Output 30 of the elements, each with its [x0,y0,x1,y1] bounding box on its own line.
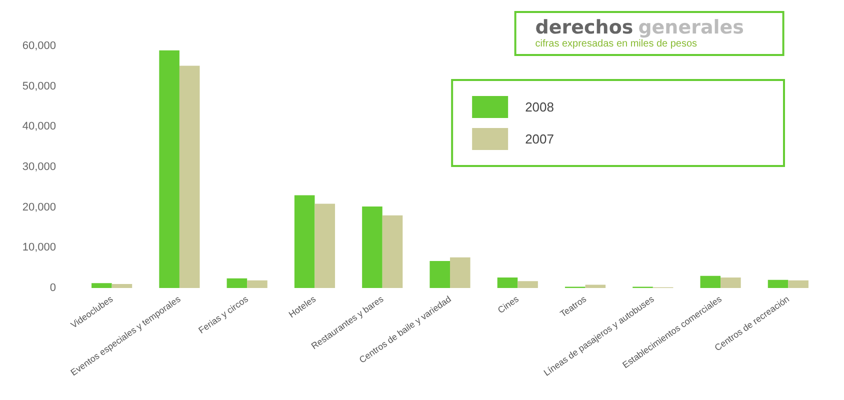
bar [700,276,721,288]
y-tick-label: 30,000 [22,161,56,173]
bar [179,66,200,288]
bar [788,280,808,288]
y-tick-label: 0 [50,282,56,294]
bar [159,50,180,288]
y-tick-label: 60,000 [22,40,56,52]
legend-label: 2008 [525,100,554,114]
bar [92,283,112,288]
chart-subtitle: cifras expresadas en miles de pesos [535,38,698,50]
bar [585,284,606,288]
y-tick-label: 50,000 [22,80,56,92]
y-tick-label: 20,000 [22,201,56,214]
bar [112,284,132,288]
bar [497,278,518,288]
y-tick-label: 40,000 [22,120,56,133]
bar [430,260,450,288]
bar [226,278,248,288]
bar [768,280,788,288]
bar [382,215,403,288]
bar [294,195,315,288]
bar [518,281,538,288]
bar [450,257,470,288]
bar [247,280,268,288]
chart-title: derechos generales [535,16,744,38]
bar [314,204,336,288]
y-tick-label: 10,000 [22,242,56,254]
bar [720,278,741,288]
bar [362,206,382,288]
legend-label: 2007 [525,132,554,146]
